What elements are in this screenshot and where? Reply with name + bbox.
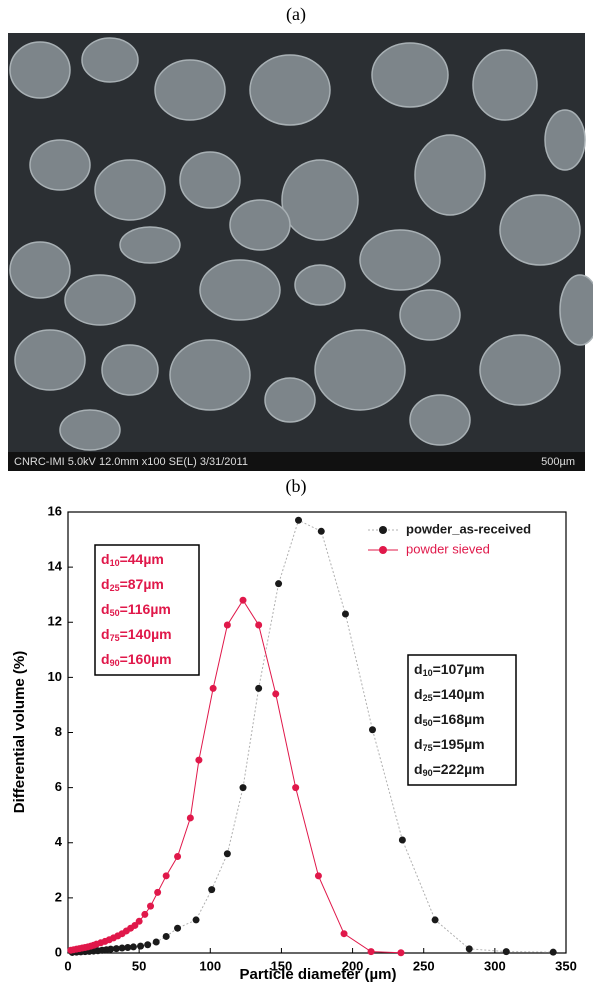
x-tick-label: 0 [64, 958, 71, 973]
data-point [550, 949, 557, 956]
annotation-base: d [414, 761, 423, 777]
annotation-base: d [101, 601, 110, 617]
y-tick-label: 12 [48, 614, 62, 629]
data-point [432, 916, 439, 923]
panel-label: (b) [286, 476, 307, 497]
y-tick-label: 0 [55, 944, 62, 959]
annotation-sub: 10 [110, 558, 120, 568]
data-point [224, 850, 231, 857]
data-point [144, 941, 151, 948]
data-point [174, 925, 181, 932]
data-point [195, 757, 202, 764]
x-tick-label: 350 [555, 958, 577, 973]
annotation-base: d [101, 626, 110, 642]
data-point [163, 872, 170, 879]
data-point [130, 943, 137, 950]
data-point [153, 938, 160, 945]
data-point [318, 528, 325, 535]
annotation-rest: =87µm [120, 576, 164, 592]
data-point [275, 580, 282, 587]
data-point [147, 903, 154, 910]
data-point [292, 784, 299, 791]
panel-label: (a) [286, 4, 306, 25]
annotation-sub: 90 [423, 768, 433, 778]
data-point [255, 685, 262, 692]
data-point [136, 918, 143, 925]
annotation-base: d [101, 551, 110, 567]
data-point [187, 814, 194, 821]
annotation-rest: =107µm [433, 661, 485, 677]
annotation-sub: 50 [423, 718, 433, 728]
annotation-rest: =160µm [120, 651, 172, 667]
legend-label: powder_as-received [406, 521, 531, 536]
annotation-base: d [101, 651, 110, 667]
annotation-base: d [414, 736, 423, 752]
x-tick-label: 300 [484, 958, 506, 973]
legend-label: powder sieved [406, 541, 490, 556]
data-point [255, 622, 262, 629]
data-point [240, 597, 247, 604]
annotation-sub: 25 [423, 693, 433, 703]
data-point [141, 911, 148, 918]
x-tick-label: 200 [342, 958, 364, 973]
y-tick-label: 8 [55, 724, 62, 739]
figure: (a) CNRC-IMI 5.0kV 12.0mm x100 SE(L) 3/3… [0, 0, 593, 989]
data-point [224, 622, 231, 629]
data-point [210, 685, 217, 692]
annotation-sub: 75 [423, 743, 433, 753]
annotation-rest: =222µm [433, 761, 485, 777]
data-point [341, 930, 348, 937]
annotation-rest: =116µm [120, 601, 171, 617]
annotation-sub: 50 [110, 608, 120, 618]
y-tick-label: 6 [55, 779, 62, 794]
x-tick-label: 50 [132, 958, 146, 973]
data-point [193, 916, 200, 923]
x-tick-label: 100 [199, 958, 221, 973]
annotation-sub: 75 [110, 633, 120, 643]
legend-marker [379, 526, 387, 534]
data-point [466, 945, 473, 952]
y-tick-label: 4 [55, 834, 63, 849]
data-point [240, 784, 247, 791]
y-tick-label: 2 [55, 889, 62, 904]
image-caption: CNRC-IMI 5.0kV 12.0mm x100 SE(L) 3/31/20… [14, 456, 248, 468]
annotation-base: d [414, 661, 423, 677]
x-tick-label: 250 [413, 958, 435, 973]
annotation-rest: =140µm [120, 626, 172, 642]
data-point [397, 949, 404, 956]
data-point [295, 517, 302, 524]
annotation-base: d [101, 576, 110, 592]
y-tick-label: 10 [48, 669, 62, 684]
data-point [154, 889, 161, 896]
data-point [342, 610, 349, 617]
x-tick-label: 150 [271, 958, 293, 973]
annotation-rest: =195µm [433, 736, 485, 752]
annotation-rest: =140µm [433, 686, 485, 702]
x-axis-title: Particle diameter (µm) [239, 966, 396, 983]
scale-label: 500µm [541, 456, 575, 468]
data-point [503, 948, 510, 955]
legend-marker [379, 546, 387, 554]
data-point [174, 853, 181, 860]
y-tick-label: 14 [48, 559, 63, 574]
data-point [399, 836, 406, 843]
data-point [369, 726, 376, 733]
data-point [315, 872, 322, 879]
data-point [137, 943, 144, 950]
data-point [368, 948, 375, 955]
data-point [272, 690, 279, 697]
y-tick-label: 16 [48, 503, 62, 518]
y-axis-title: Differential volume (%) [11, 651, 28, 814]
sem-image: CNRC-IMI 5.0kV 12.0mm x100 SE(L) 3/31/20… [8, 33, 593, 471]
data-point [163, 933, 170, 940]
annotation-rest: =44µm [120, 551, 164, 567]
annotation-sub: 10 [423, 668, 433, 678]
data-point [208, 886, 215, 893]
annotation-base: d [414, 686, 423, 702]
annotation-sub: 90 [110, 658, 120, 668]
annotation-rest: =168µm [433, 711, 485, 727]
annotation-sub: 25 [110, 583, 120, 593]
page: (a) CNRC-IMI 5.0kV 12.0mm x100 SE(L) 3/3… [0, 0, 593, 989]
annotation-base: d [414, 711, 423, 727]
